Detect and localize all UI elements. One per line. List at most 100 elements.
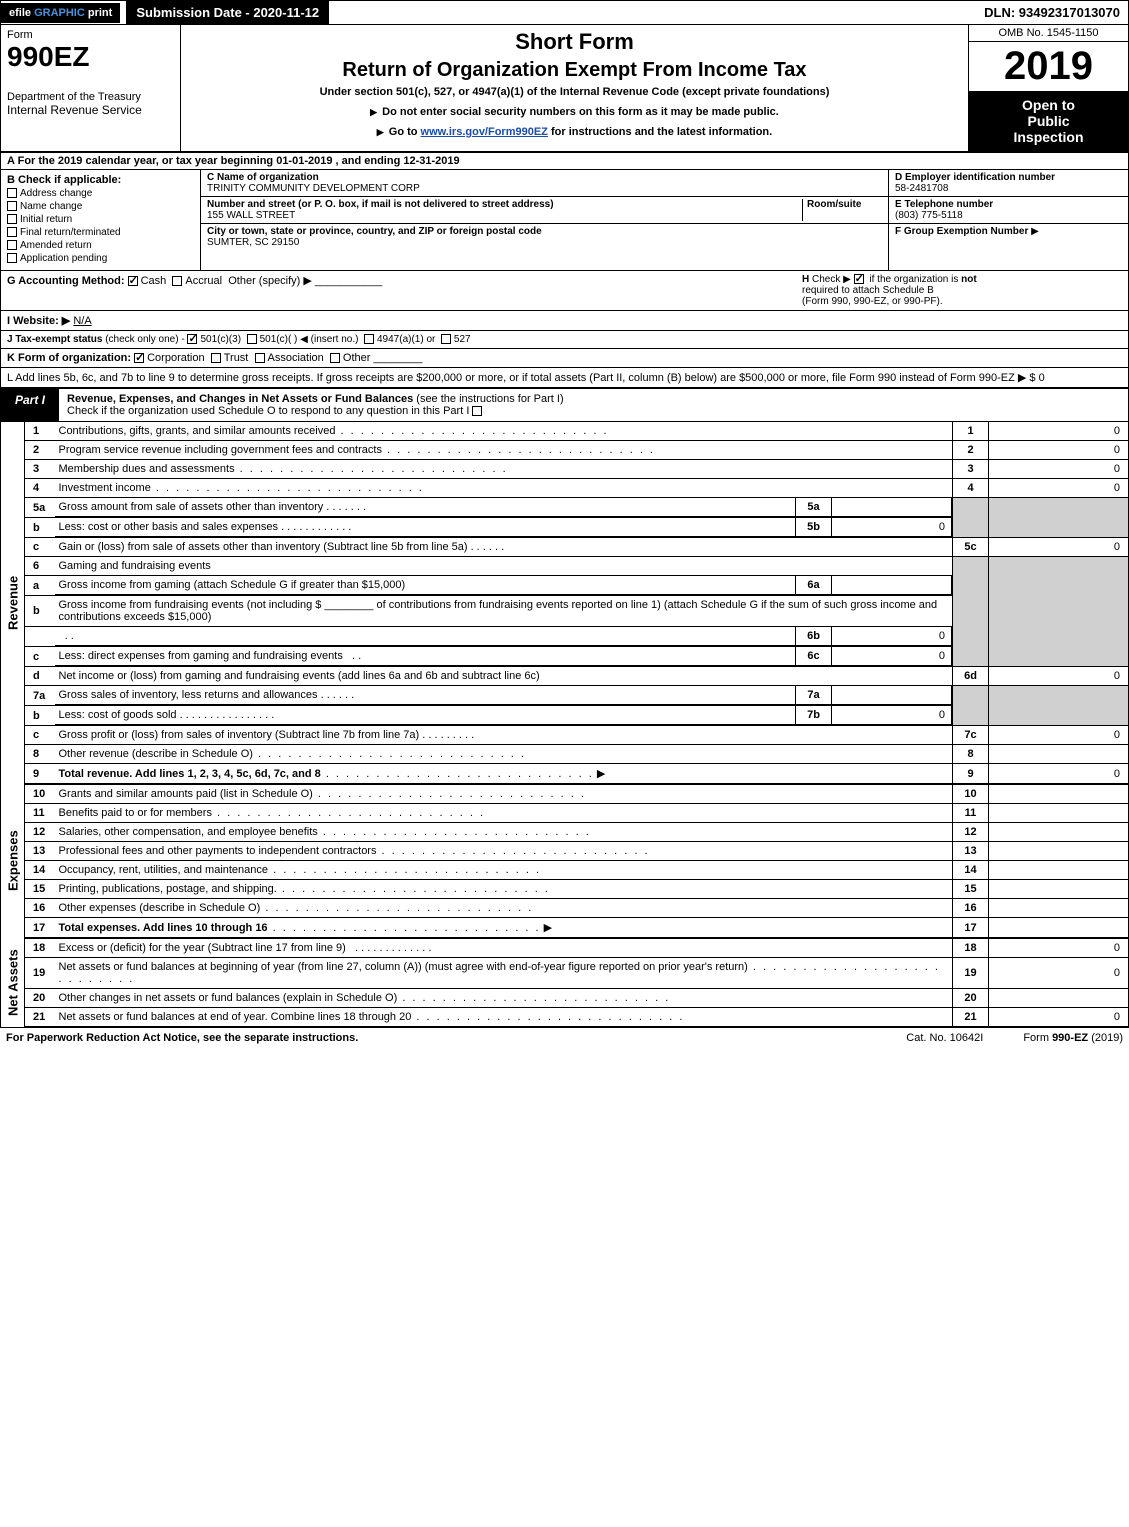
line-1: Revenue 1 Contributions, gifts, grants, … [1, 422, 1129, 441]
info-grid: B Check if applicable: Address change Na… [0, 170, 1129, 271]
line-4: 4Investment income 40 [1, 479, 1129, 498]
cash-label: Cash [141, 275, 167, 287]
h-t2: if the organization is [869, 274, 958, 285]
cat-number: Cat. No. 10642I [866, 1032, 1023, 1044]
chk-accrual[interactable] [172, 276, 182, 286]
chk-initial-return[interactable]: Initial return [7, 214, 194, 225]
part-1-table: Revenue 1 Contributions, gifts, grants, … [0, 422, 1129, 1028]
phone-value: (803) 775-5118 [895, 210, 1122, 221]
chk-4947[interactable] [364, 334, 374, 344]
h-t3: required to attach Schedule B [802, 285, 934, 296]
under-section: Under section 501(c), 527, or 4947(a)(1)… [191, 86, 958, 98]
section-a-period: A For the 2019 calendar year, or tax yea… [0, 153, 1129, 170]
efile-prefix: efile [9, 7, 31, 19]
ssn-note-text: Do not enter social security numbers on … [382, 106, 779, 118]
chk-other-org[interactable] [330, 353, 340, 363]
chk-527[interactable] [441, 334, 451, 344]
short-form-title: Short Form [191, 29, 958, 55]
box-def: D Employer identification number 58-2481… [888, 170, 1128, 270]
submission-date: Submission Date - 2020-11-12 [126, 1, 329, 24]
form-header: Form 990EZ Department of the Treasury In… [0, 25, 1129, 153]
paperwork-notice: For Paperwork Reduction Act Notice, see … [6, 1032, 866, 1044]
line-9: 9Total revenue. Add lines 1, 2, 3, 4, 5c… [1, 764, 1129, 785]
org-address: 155 WALL STREET [207, 210, 802, 221]
chk-trust[interactable] [211, 353, 221, 363]
net-assets-side-label: Net Assets [1, 938, 25, 1027]
line-21: 21Net assets or fund balances at end of … [1, 1008, 1129, 1028]
irs-link[interactable]: www.irs.gov/Form990EZ [421, 126, 548, 138]
line-12: 12Salaries, other compensation, and empl… [1, 823, 1129, 842]
l-amount: ▶ $ 0 [1018, 372, 1045, 384]
chk-address-change[interactable]: Address change [7, 188, 194, 199]
line-11: 11Benefits paid to or for members11 [1, 804, 1129, 823]
row-l: L Add lines 5b, 6c, and 7b to line 9 to … [0, 368, 1129, 389]
goto-note: Go to www.irs.gov/Form990EZ for instruct… [191, 126, 958, 138]
chk-corp[interactable] [134, 353, 144, 363]
chk-501c3[interactable] [187, 334, 197, 344]
line-val: 0 [989, 422, 1129, 441]
k-label: K Form of organization: [7, 352, 131, 364]
dln: DLN: 93492317013070 [976, 1, 1128, 24]
expenses-side-label: Expenses [1, 784, 25, 938]
line-18: Net Assets 18Excess or (deficit) for the… [1, 938, 1129, 958]
website-value: N/A [73, 315, 91, 327]
line-8: 8Other revenue (describe in Schedule O) … [1, 745, 1129, 764]
line-2: 2Program service revenue including gover… [1, 441, 1129, 460]
header-center: Short Form Return of Organization Exempt… [181, 25, 968, 151]
line-7c: cGross profit or (loss) from sales of in… [1, 726, 1129, 745]
j-note: (check only one) - [105, 334, 184, 345]
h-check: Check ▶ [812, 274, 851, 285]
inspect-line: Public [973, 113, 1124, 129]
chk-app-pending[interactable]: Application pending [7, 253, 194, 264]
line-14: 14Occupancy, rent, utilities, and mainte… [1, 861, 1129, 880]
chk-schedule-o[interactable] [472, 406, 482, 416]
row-g: G Accounting Method: Cash Accrual Other … [7, 274, 802, 307]
line-5a: 5a Gross amount from sale of assets othe… [1, 498, 1129, 518]
row-k: K Form of organization: Corporation Trus… [0, 349, 1129, 368]
line-7a: 7a Gross sales of inventory, less return… [1, 686, 1129, 706]
inspect-line: Open to [973, 97, 1124, 113]
efile-graphic: GRAPHIC [34, 7, 85, 19]
chk-501c[interactable] [247, 334, 257, 344]
line-19: 19Net assets or fund balances at beginni… [1, 958, 1129, 989]
arrow-icon [377, 126, 386, 138]
group-ex-label: F Group Exemption Number [895, 226, 1028, 237]
ssn-note: Do not enter social security numbers on … [191, 106, 958, 118]
addr-label: Number and street (or P. O. box, if mail… [207, 199, 802, 210]
goto-prefix: Go to [389, 126, 418, 138]
chk-name-change[interactable]: Name change [7, 201, 194, 212]
chk-h[interactable] [854, 274, 864, 284]
form-ref: Form 990-EZ (2019) [1023, 1032, 1123, 1044]
part-title-note: (see the instructions for Part I) [416, 393, 563, 405]
org-name-label: C Name of organization [207, 172, 882, 183]
period-text: For the 2019 calendar year, or tax year … [18, 155, 460, 167]
other-label: Other (specify) ▶ [228, 275, 312, 287]
line-17: 17Total expenses. Add lines 10 through 1… [1, 918, 1129, 939]
g-label: G Accounting Method: [7, 275, 125, 287]
form-label: Form [7, 29, 174, 41]
goto-suffix: for instructions and the latest informat… [551, 126, 772, 138]
header-right: OMB No. 1545-1150 2019 Open to Public In… [968, 25, 1128, 151]
top-bar: efile GRAPHIC print Submission Date - 20… [0, 0, 1129, 25]
chk-final-return[interactable]: Final return/terminated [7, 227, 194, 238]
ein-label: D Employer identification number [895, 172, 1122, 183]
chk-cash[interactable] [128, 276, 138, 286]
row-i: I Website: ▶ N/A [0, 311, 1129, 331]
h-label: H [802, 274, 809, 285]
row-j: J Tax-exempt status (check only one) - 5… [0, 331, 1129, 349]
accrual-label: Accrual [185, 275, 222, 287]
part-title-main: Revenue, Expenses, and Changes in Net As… [67, 393, 413, 405]
arrow-icon: ▶ [1031, 226, 1039, 237]
line-3: 3Membership dues and assessments 30 [1, 460, 1129, 479]
line-13: 13Professional fees and other payments t… [1, 842, 1129, 861]
line-6: 6Gaming and fundraising events [1, 557, 1129, 576]
efile-print[interactable]: print [88, 7, 112, 19]
chk-assoc[interactable] [255, 353, 265, 363]
line-20: 20Other changes in net assets or fund ba… [1, 989, 1129, 1008]
phone-label: E Telephone number [895, 199, 1122, 210]
line-5c: cGain or (loss) from sale of assets othe… [1, 538, 1129, 557]
chk-amended[interactable]: Amended return [7, 240, 194, 251]
h-not: not [961, 274, 977, 285]
box-b: B Check if applicable: Address change Na… [1, 170, 201, 270]
inspect-line: Inspection [973, 129, 1124, 145]
